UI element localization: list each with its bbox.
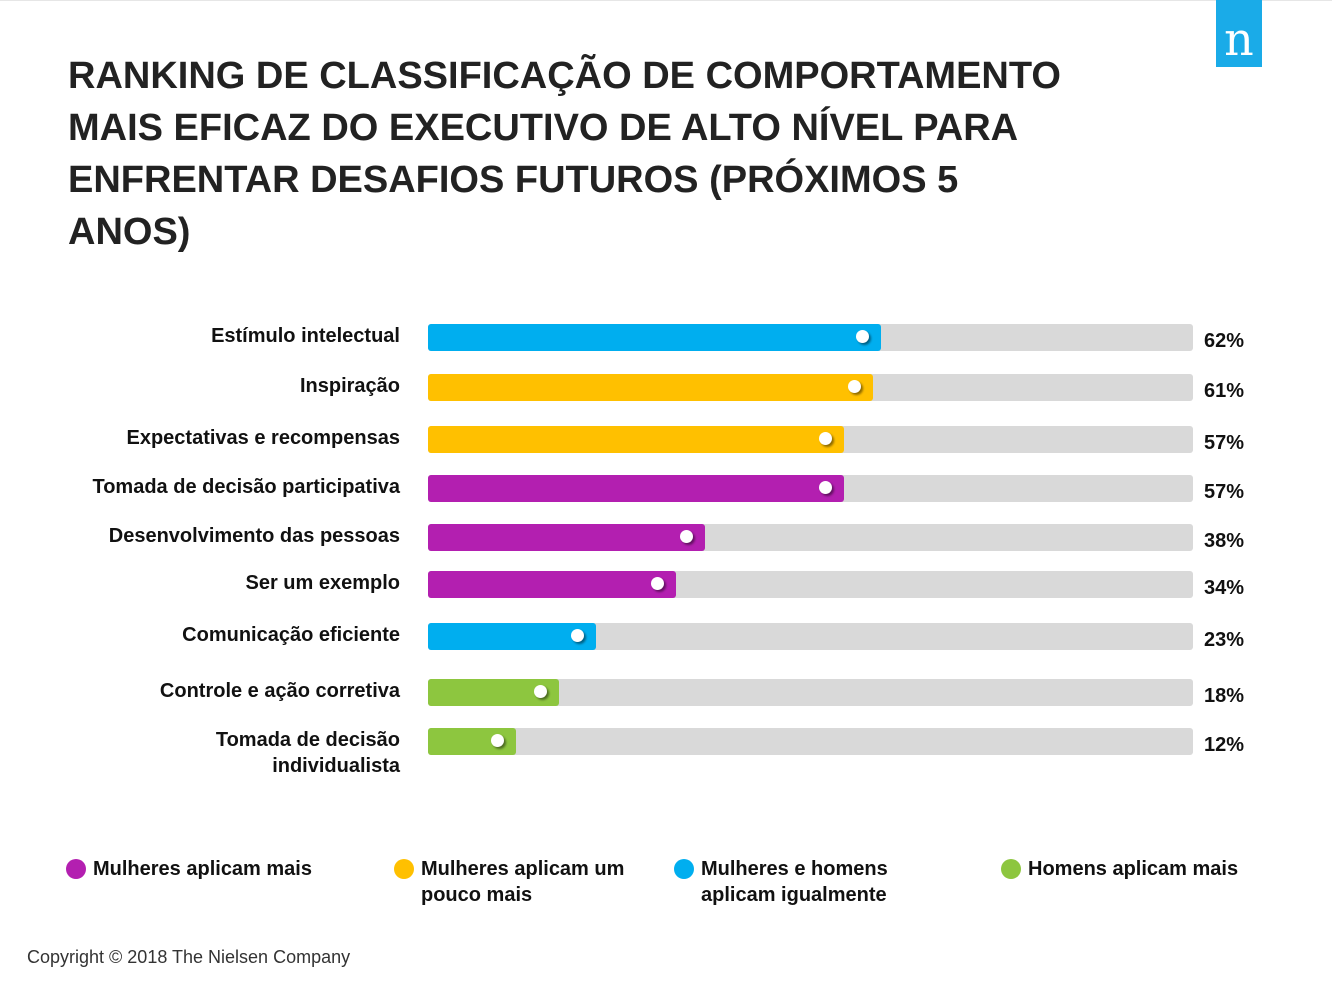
bar-marker-dot (651, 577, 665, 590)
legend-item: Mulheres e homens aplicam igualmente (674, 856, 931, 908)
copyright: Copyright © 2018 The Nielsen Company (27, 947, 351, 967)
legend-dot-icon (394, 859, 414, 879)
bar-marker-dot (570, 629, 584, 642)
value-label: 57% (1204, 432, 1245, 454)
category-label: Expectativas e recompensas (126, 427, 401, 449)
bar (428, 324, 881, 351)
bar-marker-dot (490, 734, 504, 747)
value-label: 38% (1204, 530, 1245, 552)
category-label: Comunicação eficiente (182, 624, 400, 646)
legend-dot-icon (66, 859, 86, 879)
bar-marker-dot (855, 330, 869, 343)
category-label: Ser um exemplo (245, 572, 400, 594)
bar-marker-dot (534, 685, 548, 698)
bar (428, 475, 845, 502)
legend-label: Homens aplicam mais (1028, 858, 1239, 880)
legend-label: Mulheres e homens aplicam igualmente (701, 858, 888, 906)
value-label: 34% (1204, 577, 1245, 599)
legend-label: Mulheres aplicam mais (93, 858, 312, 880)
bar-marker-dot (680, 530, 694, 543)
category-label: Estímulo intelectual (211, 325, 400, 347)
legend-item: Homens aplicam mais (1001, 856, 1288, 882)
bar (428, 623, 596, 650)
category-label: Tomada de decisão individualista (215, 729, 400, 777)
bar-track (428, 728, 1193, 755)
value-label: 57% (1204, 481, 1245, 503)
bar (428, 524, 706, 551)
chart-title: RANKING DE CLASSIFICAÇÃO DE COMPORTAMENT… (68, 55, 1061, 253)
category-label: Inspiração (299, 375, 400, 397)
value-label: 62% (1204, 330, 1245, 352)
nielsen-logo: n (1216, 0, 1262, 67)
top-border (0, 0, 1332, 1)
category-label: Desenvolvimento das pessoas (108, 525, 400, 547)
bar (428, 374, 874, 401)
legend-item: Mulheres aplicam um pouco mais (394, 856, 671, 908)
category-label: Controle e ação corretiva (159, 680, 400, 702)
legend-label: Mulheres aplicam um pouco mais (421, 858, 625, 906)
value-label: 23% (1204, 629, 1245, 651)
value-label: 18% (1204, 685, 1245, 707)
bar-marker-dot (848, 380, 862, 393)
legend-dot-icon (674, 859, 694, 879)
category-label: Tomada de decisão participativa (92, 476, 400, 498)
legend-dot-icon (1001, 859, 1021, 879)
value-label: 61% (1204, 380, 1245, 402)
bar (428, 426, 845, 453)
bar-marker-dot (819, 481, 833, 494)
legend-item: Mulheres aplicam mais (66, 856, 363, 882)
value-label: 12% (1204, 734, 1245, 756)
bar-marker-dot (819, 432, 833, 445)
bar (428, 571, 677, 598)
